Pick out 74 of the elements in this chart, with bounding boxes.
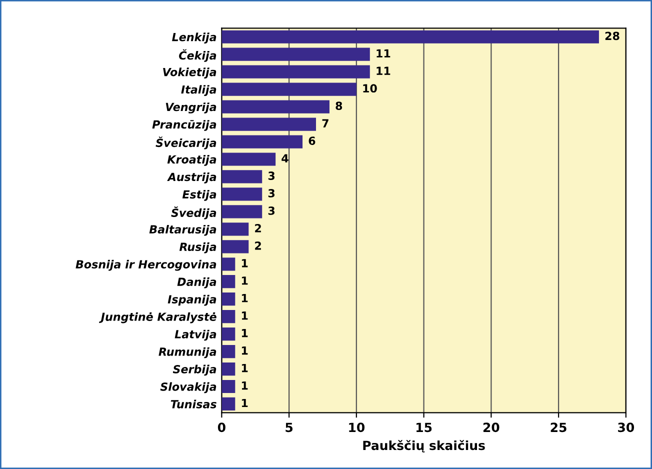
bar: [222, 380, 236, 394]
data-label: 4: [282, 154, 288, 162]
bar: [222, 275, 236, 288]
x-tick-label: 20: [483, 422, 500, 432]
y-tick-label: Tunisas: [170, 400, 216, 408]
y-tick-label: Bosnija ir Hercogovina: [76, 260, 216, 271]
data-label: 1: [242, 312, 248, 320]
bar: [222, 344, 236, 358]
data-label: 1: [242, 259, 248, 268]
data-label: 1: [242, 329, 248, 338]
y-tick-label: Italija: [181, 85, 216, 96]
x-tick-label: 0: [218, 422, 226, 432]
data-label: 8: [336, 102, 342, 110]
y-tick-label: Austrija: [167, 172, 216, 184]
y-tick-label: Latvija: [174, 330, 216, 341]
bar: [222, 152, 276, 166]
y-tick-label: Rusija: [179, 242, 216, 254]
x-axis-title: Paukščių skaičius: [363, 440, 485, 452]
y-tick-label: Vengrija: [166, 102, 216, 114]
bar: [222, 65, 370, 78]
y-tick-label: Baltarusija: [149, 224, 216, 236]
y-tick-label: Čekija: [179, 49, 216, 62]
data-label: 1: [242, 294, 248, 302]
data-label: 3: [268, 206, 275, 215]
x-tick-label: 25: [550, 422, 566, 432]
bar: [222, 362, 236, 376]
data-label: 2: [255, 241, 261, 250]
y-tick-label: Danija: [177, 277, 216, 288]
bar: [222, 100, 330, 114]
y-tick-label: Slovakija: [160, 382, 216, 394]
y-tick-label: Prancūzija: [152, 120, 216, 131]
bar: [222, 48, 370, 61]
bar: [222, 135, 303, 148]
data-label: 28: [605, 32, 620, 40]
y-tick-label: Jungtinė Karalystė: [99, 312, 216, 324]
x-tick-label: 30: [618, 422, 634, 432]
bar: [222, 222, 249, 236]
data-label: 3: [268, 172, 275, 180]
y-tick-label: Vokietija: [163, 68, 216, 78]
data-label: 10: [363, 84, 377, 93]
y-tick-label: Rumunija: [158, 347, 216, 358]
x-tick-label: 10: [349, 422, 365, 432]
y-tick-label: Lenkija: [172, 32, 216, 44]
data-label: 1: [242, 276, 248, 285]
y-tick-label: Estija: [182, 190, 216, 201]
data-label: 1: [242, 381, 248, 390]
bar: [222, 205, 262, 218]
bar: [222, 82, 356, 96]
bar: [222, 118, 316, 131]
bar: [222, 30, 599, 44]
y-tick-label: Kroatija: [167, 155, 216, 166]
data-label: 1: [242, 364, 248, 372]
data-label: 1: [242, 346, 248, 355]
data-label: 7: [322, 119, 328, 128]
y-tick-label: Serbija: [172, 364, 216, 376]
data-label: 1: [242, 398, 248, 408]
bar: [222, 310, 236, 324]
bar: [222, 240, 249, 254]
bar: [222, 188, 262, 201]
y-tick-label: Švedija: [171, 206, 216, 220]
bar: [222, 170, 262, 184]
data-label: 2: [255, 224, 261, 232]
bar: [222, 397, 236, 411]
x-tick-label: 15: [416, 422, 432, 432]
data-label: 6: [308, 136, 316, 145]
data-label: 3: [268, 189, 275, 198]
x-tick-label: 5: [286, 422, 293, 432]
data-label: 11: [376, 49, 390, 58]
y-tick-label: Šveicarija: [156, 136, 216, 150]
bar: [222, 258, 236, 271]
bar: [222, 292, 236, 306]
y-tick-label: Ispanija: [168, 294, 216, 306]
bar: [222, 328, 236, 341]
data-label: 11: [376, 66, 390, 75]
